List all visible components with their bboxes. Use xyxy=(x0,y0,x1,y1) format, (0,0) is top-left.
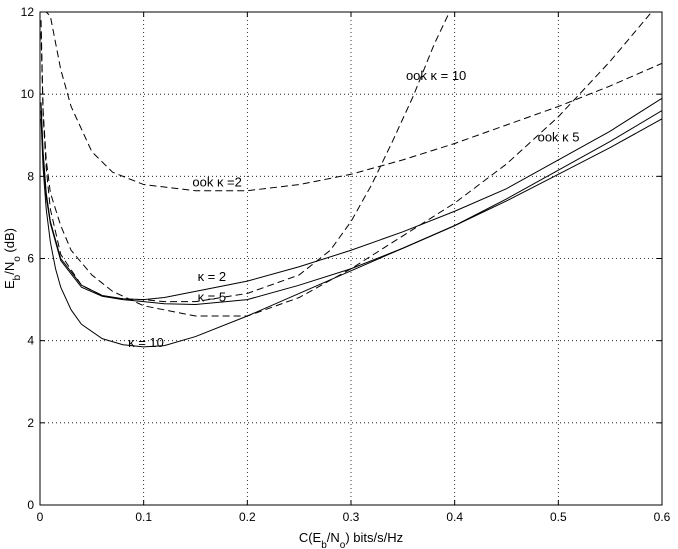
x-tick-label: 0.1 xyxy=(135,510,152,524)
x-tick-label: 0.6 xyxy=(654,510,671,524)
series-line-4 xyxy=(43,12,662,192)
ticks: 0 0.1 0.2 0.3 0.4 0.5 0.6 0 2 4 6 8 10 12 xyxy=(21,5,671,524)
curve-annotation: κ = 5 xyxy=(198,290,227,305)
curve-annotation: ook κ 5 xyxy=(538,129,580,144)
curve-annotation: ook κ = 10 xyxy=(406,68,466,83)
x-tick-label: 0.5 xyxy=(550,510,567,524)
x-tick-label: 0.3 xyxy=(343,510,360,524)
curve-annotation: κ = 2 xyxy=(198,269,227,284)
annotations: ook κ = 10 ook κ 5 ook κ =2 κ = 2 κ = 5 κ = 1… xyxy=(128,68,579,350)
series-line-2 xyxy=(40,110,662,306)
x-tick-label: 0.4 xyxy=(446,510,463,524)
y-tick-label: 8 xyxy=(27,169,34,183)
series-line-1 xyxy=(40,97,662,301)
series-line-5 xyxy=(40,12,653,317)
x-tick-label: 0 xyxy=(37,510,44,524)
curve-annotation: κ = 10 xyxy=(128,335,164,350)
series-group xyxy=(40,12,662,348)
y-axis-label: Eb/No (dB) xyxy=(2,228,23,289)
y-tick-label: 4 xyxy=(27,334,34,348)
y-tick-label: 12 xyxy=(21,5,35,19)
series-line-3 xyxy=(40,118,662,348)
grid xyxy=(40,12,662,505)
y-tick-label: 6 xyxy=(27,252,34,266)
curve-annotation: ook κ =2 xyxy=(192,175,242,190)
series-line-6 xyxy=(40,12,450,303)
x-axis-label: C(Eb/No) bits/s/Hz xyxy=(299,530,403,549)
y-tick-label: 2 xyxy=(27,416,34,430)
x-tick-label: 0.2 xyxy=(239,510,256,524)
y-tick-label: 0 xyxy=(27,498,34,512)
y-tick-label: 10 xyxy=(21,87,35,101)
